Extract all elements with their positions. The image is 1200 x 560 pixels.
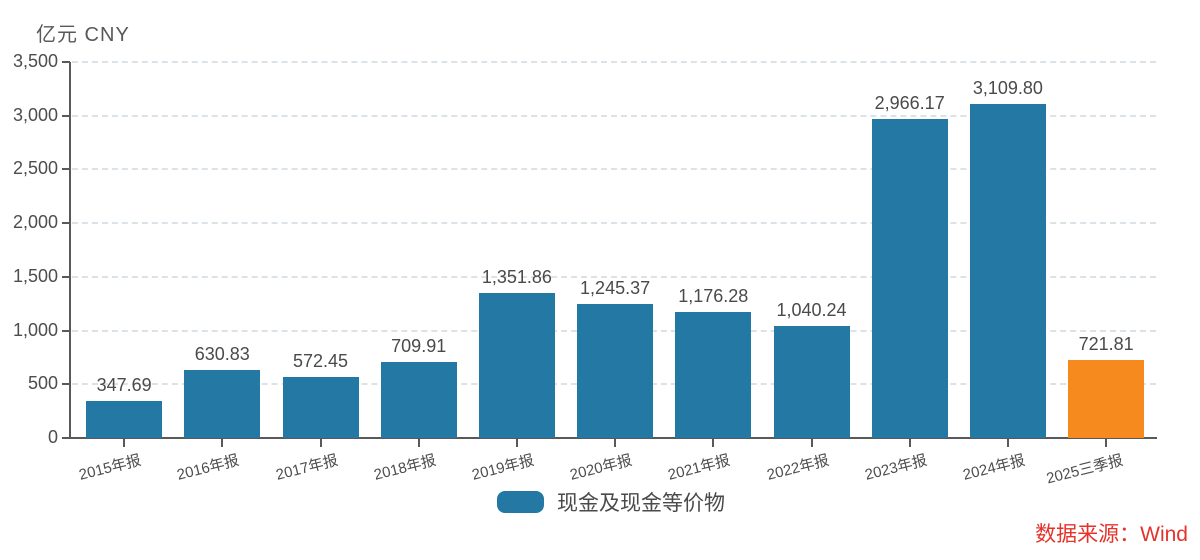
bar-value-label: 3,109.80 xyxy=(972,77,1043,98)
x-axis-tick xyxy=(614,439,617,447)
y-axis-tick xyxy=(62,275,70,278)
x-axis-tick xyxy=(810,439,813,447)
data-source-label: 数据来源：Wind xyxy=(1035,523,1188,546)
bar-value-label: 347.69 xyxy=(96,374,152,395)
bar-value-label: 1,176.28 xyxy=(678,285,749,306)
x-axis-tick xyxy=(221,439,224,447)
plot-area: 0 500 1,000 1,500 2,000 2,500 3,000 3,500 347.6… xyxy=(12,51,1157,487)
bar-value-label: 721.81 xyxy=(1078,334,1134,355)
x-axis-tick xyxy=(417,439,420,447)
x-axis-tick xyxy=(1105,439,1108,447)
bar-2020年报 xyxy=(577,304,654,438)
y-axis-tick-label: 2,000 xyxy=(12,212,58,233)
bar-2021年报 xyxy=(675,311,752,438)
bar-2022年报 xyxy=(773,326,850,438)
legend: 现金及现金等价物 xyxy=(70,487,1152,517)
bar-2024年报 xyxy=(969,103,1046,438)
y-axis-tick-label: 1,500 xyxy=(12,265,58,286)
bar-2019年报 xyxy=(478,292,555,438)
y-axis-tick-label: 2,500 xyxy=(12,158,58,179)
bar-2016年报 xyxy=(184,370,261,438)
bar-2018年报 xyxy=(380,361,457,438)
y-axis-tick xyxy=(62,61,70,63)
y-axis-tick-label: 1,000 xyxy=(12,319,58,340)
gridline xyxy=(72,168,1156,171)
y-axis-tick xyxy=(62,114,70,117)
gridline xyxy=(72,275,1156,278)
y-axis-line xyxy=(69,62,71,439)
y-axis-tick xyxy=(62,383,70,386)
y-axis-tick xyxy=(62,222,70,225)
x-axis-tick xyxy=(515,439,518,447)
x-axis-line xyxy=(62,437,1157,439)
bar-value-label: 1,245.37 xyxy=(580,278,651,299)
gridline xyxy=(72,222,1156,225)
bar-value-label: 1,040.24 xyxy=(776,300,847,321)
y-axis-tick xyxy=(62,329,70,332)
y-axis-tick-label: 0 xyxy=(47,427,58,447)
y-axis-tick-label: 3,500 xyxy=(12,51,58,71)
bar-value-label: 1,351.86 xyxy=(481,266,552,287)
x-axis-tick xyxy=(1006,439,1009,447)
gridline xyxy=(72,114,1156,117)
bar-2025三季报 xyxy=(1068,360,1145,438)
y-axis-tick-label: 500 xyxy=(27,373,58,394)
x-axis-tick xyxy=(908,439,911,447)
y-axis-tick xyxy=(62,168,70,171)
x-axis-tick xyxy=(319,439,322,447)
bar-2015年报 xyxy=(86,400,163,438)
bar-value-label: 709.91 xyxy=(391,335,447,356)
y-axis-tick xyxy=(62,437,70,439)
x-axis-tick xyxy=(123,439,126,447)
bar-value-label: 2,966.17 xyxy=(874,93,945,114)
y-axis-unit-label: 亿元 CNY xyxy=(36,24,130,46)
y-axis-tick-label: 3,000 xyxy=(12,104,58,125)
bar-value-label: 630.83 xyxy=(194,344,250,365)
x-axis-tick xyxy=(712,439,715,447)
legend-swatch-icon xyxy=(497,491,544,513)
gridline xyxy=(72,61,1156,63)
legend-label: 现金及现金等价物 xyxy=(557,492,725,515)
bar-2023年报 xyxy=(871,119,948,438)
bar-2017年报 xyxy=(282,376,359,438)
bar-value-label: 572.45 xyxy=(292,350,349,371)
